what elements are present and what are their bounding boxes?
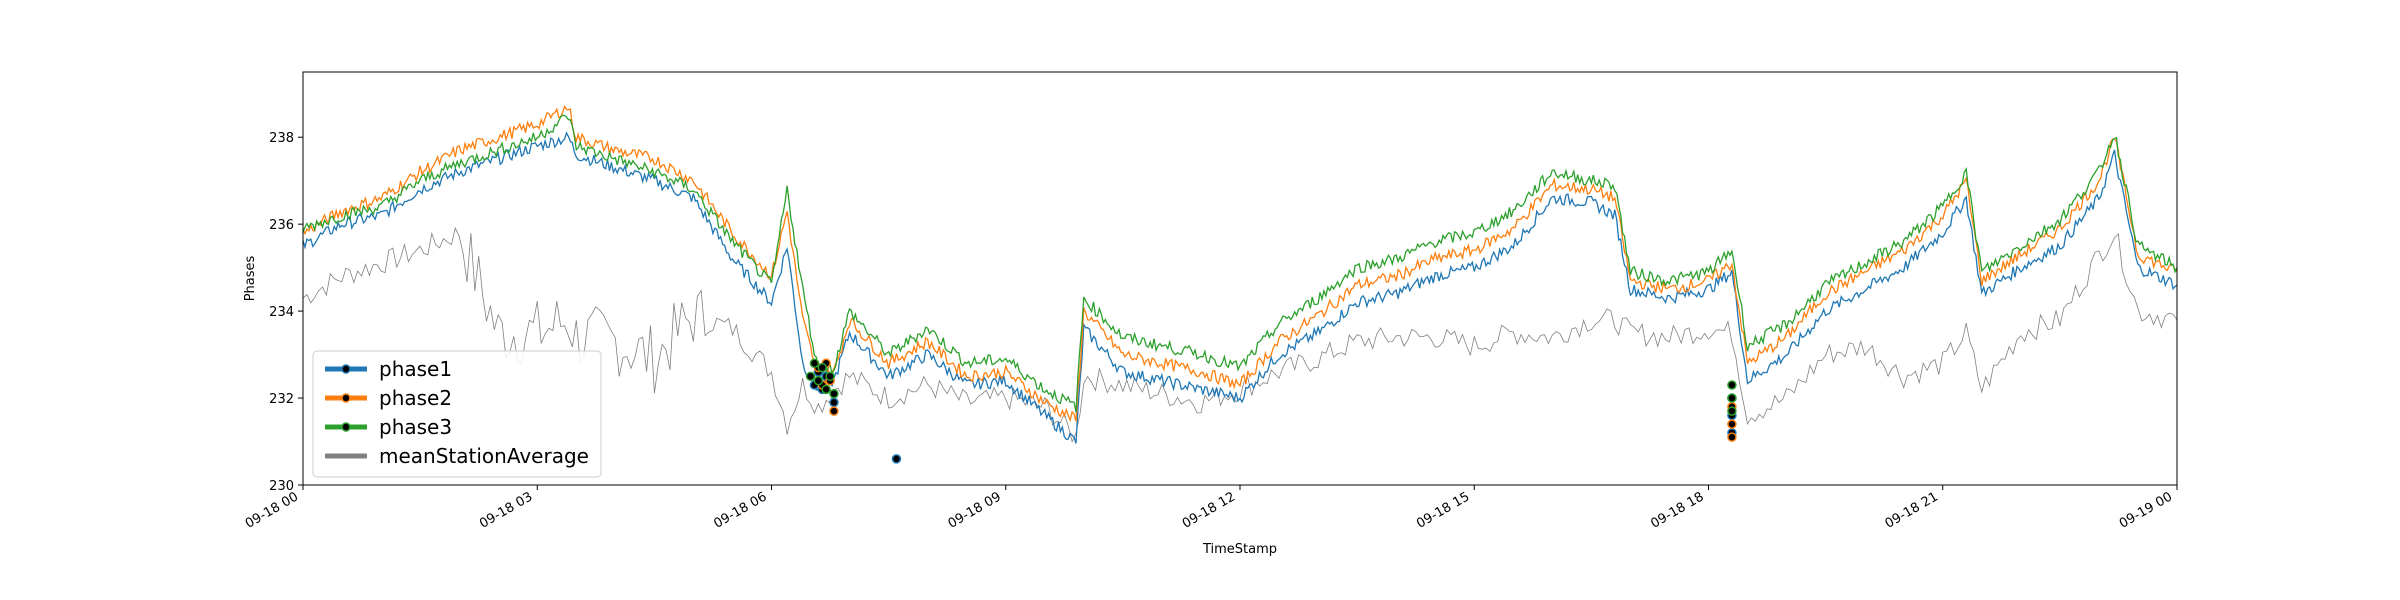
legend-marker-phase3 <box>341 422 351 432</box>
event-marker-phase3 <box>821 384 831 395</box>
y-tick-label: 238 <box>269 131 294 146</box>
series-line-phase2 <box>302 104 2178 423</box>
series-line-phase3 <box>302 114 2178 413</box>
event-marker-phase2 <box>1727 419 1737 429</box>
event-marker-phase3 <box>829 388 839 399</box>
legend-marker-phase1 <box>341 364 351 374</box>
plot-background <box>303 72 2177 485</box>
legend-label-phase2: phase2 <box>379 386 452 410</box>
legend-box <box>312 350 602 478</box>
event-marker-phase3 <box>805 371 816 382</box>
event-marker-phase3 <box>1727 406 1737 416</box>
legend-label-phase3: phase3 <box>379 415 452 439</box>
event-marker-phase3 <box>813 375 824 386</box>
legend-label-phase1: phase1 <box>379 357 452 381</box>
event-marker-phase3 <box>1727 393 1737 403</box>
event-marker-layer <box>805 358 1737 464</box>
series-line-phase1 <box>302 131 2178 444</box>
x-axis-label: TimeStamp <box>1202 542 1277 557</box>
event-marker-phase3 <box>817 362 828 373</box>
y-axis-label: Phases <box>243 255 258 301</box>
legend-label-meanStationAverage: meanStationAverage <box>379 444 589 468</box>
event-marker-phase3 <box>1727 380 1737 390</box>
event-marker-phase1 <box>891 454 902 464</box>
y-axis: 230 232 234 236 238 <box>269 131 303 494</box>
y-tick-label: 232 <box>269 392 294 407</box>
event-marker-phase3 <box>809 358 820 369</box>
y-tick-label: 230 <box>269 479 294 494</box>
y-tick-label: 236 <box>269 218 294 233</box>
event-marker-phase2 <box>829 406 839 416</box>
event-marker-phase1 <box>829 397 839 408</box>
y-tick-label: 234 <box>269 305 294 320</box>
legend-marker-phase2 <box>341 393 351 403</box>
event-marker-phase3 <box>825 371 835 382</box>
plot-area <box>302 71 2178 486</box>
series-layer <box>302 104 2178 444</box>
event-marker-phase2 <box>1727 432 1737 442</box>
legend: phase1 phase2 phase3 meanStationAverage <box>312 350 602 478</box>
